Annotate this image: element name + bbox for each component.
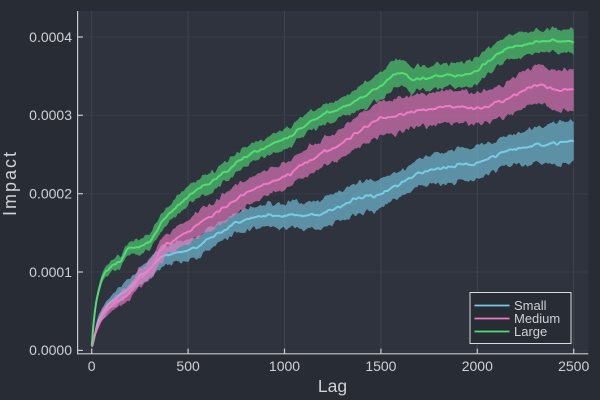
svg-text:1500: 1500 <box>365 358 396 374</box>
svg-text:0.0001: 0.0001 <box>29 264 72 280</box>
svg-text:0.0000: 0.0000 <box>29 342 72 358</box>
svg-text:0.0003: 0.0003 <box>29 107 72 123</box>
svg-text:Lag: Lag <box>318 376 347 396</box>
svg-text:0: 0 <box>88 358 96 374</box>
svg-text:Small: Small <box>514 298 547 313</box>
svg-text:2000: 2000 <box>462 358 493 374</box>
svg-text:0.0002: 0.0002 <box>29 186 72 202</box>
svg-text:Large: Large <box>514 324 547 339</box>
svg-text:Medium: Medium <box>514 311 560 326</box>
svg-text:0.0004: 0.0004 <box>29 29 72 45</box>
svg-text:1000: 1000 <box>269 358 300 374</box>
svg-text:500: 500 <box>176 358 200 374</box>
svg-text:Impact: Impact <box>0 150 20 216</box>
svg-text:2500: 2500 <box>558 358 589 374</box>
